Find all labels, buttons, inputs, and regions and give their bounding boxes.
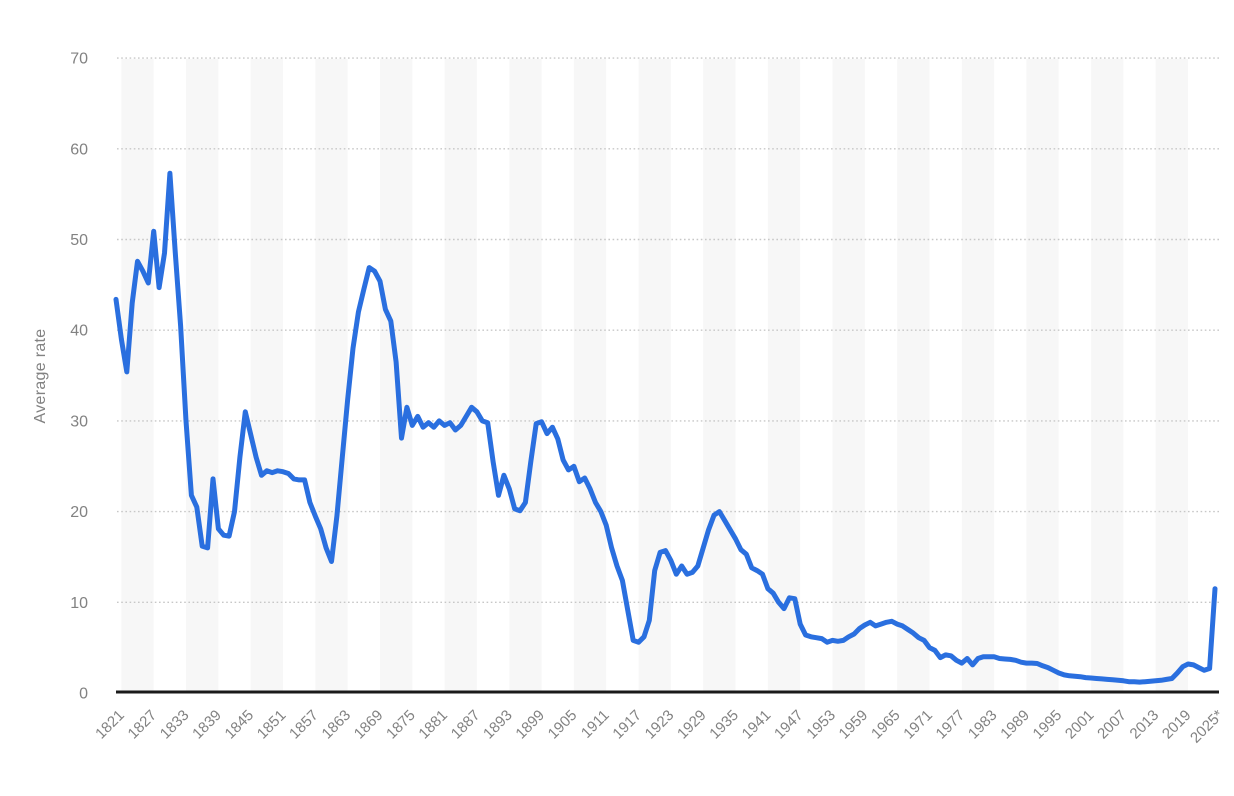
plot-bands [121,59,1188,693]
x-tick-label: 1917 [609,707,645,743]
x-tick-label: 1935 [706,707,742,743]
plot-band [832,59,865,693]
x-tick-label: 1851 [254,707,290,743]
x-tick-label: 1905 [545,707,581,743]
plot-band [250,59,283,693]
x-tick-label: 1941 [739,707,775,743]
y-tick-label: 40 [70,323,88,340]
plot-band [638,59,671,693]
x-tick-label: 2025* [1187,707,1227,747]
x-tick-label: 1989 [997,707,1033,743]
plot-band [767,59,801,693]
plot-band [1155,59,1188,693]
x-tick-label: 1875 [383,707,419,743]
y-tick-label: 70 [70,51,88,68]
x-tick-label: 1833 [157,707,193,743]
x-tick-label: 1911 [578,707,613,742]
x-tick-label: 1929 [674,707,710,743]
y-tick-label: 30 [70,413,88,430]
x-tick-label: 1899 [512,707,548,743]
x-tick-label: 1965 [868,707,904,743]
plot-band [897,59,930,693]
x-tick-label: 1947 [771,707,807,743]
x-tick-label: 1857 [286,707,322,743]
plot-band [121,59,154,693]
y-tick-label: 60 [70,141,88,158]
plot-band [444,59,477,693]
data-line-average-rate[interactable] [113,170,1218,685]
x-tick-label: 1923 [642,707,678,743]
plot-band [186,59,219,693]
y-tick-label: 50 [70,232,88,249]
x-tick-label: 1995 [1030,707,1066,743]
x-tick-label: 2013 [1127,707,1163,743]
plot-band [1091,59,1124,693]
y-tick-label: 0 [79,686,88,703]
plot-band [703,59,736,693]
y-gridlines [117,57,1219,603]
x-tick-label: 1839 [189,707,225,743]
x-tick-label: 1863 [319,707,355,743]
x-tick-label: 1881 [415,707,451,743]
x-tick-label: 1869 [351,707,387,743]
x-tick-label: 1893 [480,707,516,743]
x-tick-label: 1845 [222,707,258,743]
plot-band [961,59,995,693]
x-tick-label: 1821 [92,707,128,743]
x-tick-label: 2007 [1094,707,1130,743]
x-tick-label: 1953 [803,707,839,743]
plot-band [315,59,348,693]
y-axis-title: Average rate [32,329,49,424]
plot-band [573,59,607,693]
plot-band [1026,59,1059,693]
y-tick-label: 20 [70,504,88,521]
x-tick-labels: 1821182718331839184518511857186318691875… [92,707,1227,747]
x-tick-label: 1827 [125,707,161,743]
x-tick-label: 1977 [933,707,969,743]
y-tick-label: 10 [70,595,88,612]
x-tick-label: 2001 [1062,707,1098,743]
x-tick-label: 1983 [965,707,1001,743]
plot-band [509,59,542,693]
x-tick-label: 1971 [900,707,936,743]
x-tick-label: 1959 [836,707,872,743]
y-tick-labels: 0 10 20 30 40 50 60 70 [70,51,88,703]
x-tick-label: 1887 [448,707,484,743]
